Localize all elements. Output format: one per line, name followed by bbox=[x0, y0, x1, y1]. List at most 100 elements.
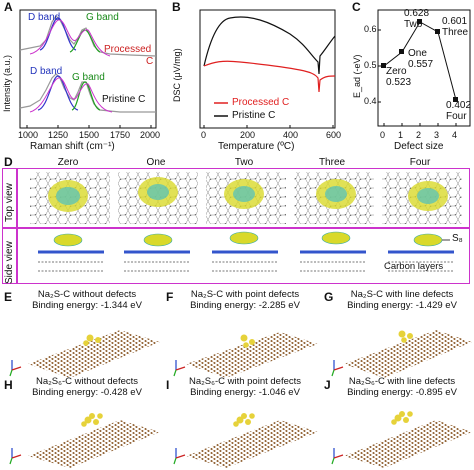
panel-e-energy: Binding energy: -1.344 eV bbox=[32, 300, 142, 311]
panel-c-xtick-1: 1 bbox=[398, 130, 404, 140]
panel-c-one-value: 0.557 bbox=[408, 59, 434, 70]
panel-g-caption: Na₂S-C with line defects Binding energy:… bbox=[330, 289, 474, 311]
panel-f-model bbox=[186, 332, 318, 378]
panel-a-xtick-4: 2000 bbox=[140, 130, 161, 140]
panel-c-three-value: 0.601 bbox=[442, 16, 468, 27]
panel-b-ylabel: DSC (μV/mg) bbox=[172, 48, 182, 102]
panel-c-one-name: One bbox=[408, 48, 427, 59]
panel-j-title: Na₂S₆-C with line defects bbox=[348, 376, 456, 387]
panel-c-point-one: One 0.557 bbox=[408, 48, 433, 70]
panel-c-four-value: 0.402 bbox=[446, 100, 472, 111]
panel-a-xtick-0: 1000 bbox=[18, 130, 39, 140]
panel-d-col-four: Four bbox=[409, 157, 431, 168]
panel-g-letter: G bbox=[324, 290, 334, 304]
panel-d-frame bbox=[2, 168, 470, 284]
panel-c-zero-name: Zero bbox=[386, 66, 407, 77]
panel-g-title: Na₂S-C with line defects bbox=[350, 289, 454, 300]
panel-h-letter: H bbox=[4, 378, 13, 392]
panel-c-xtick-4: 4 bbox=[452, 130, 458, 140]
panel-d-carbon-layers-label: Carbon layers bbox=[384, 261, 444, 272]
panel-b-legend-processed: Processed C bbox=[232, 97, 290, 108]
panel-b-dsc-plot bbox=[199, 9, 336, 129]
top-view-three bbox=[294, 172, 374, 224]
top-view-four bbox=[382, 172, 462, 224]
panel-c-xtick-3: 3 bbox=[434, 130, 440, 140]
panel-c-two-value: 0.628 bbox=[404, 8, 430, 19]
panel-c-two-name: Two bbox=[404, 19, 423, 30]
panel-a-xlabel: Raman shift (cm⁻¹) bbox=[30, 141, 115, 152]
panel-d-top-view-label: Top view bbox=[4, 183, 15, 222]
panel-d-col-zero: Zero bbox=[57, 157, 79, 168]
panel-d-s8-label: S₈ bbox=[452, 233, 463, 244]
panel-d-divider-vertical bbox=[16, 168, 18, 284]
panel-a-ylabel: Intensity (a.u.) bbox=[2, 54, 12, 112]
panels-e-j-graphene-models bbox=[9, 330, 472, 468]
panel-h-energy: Binding energy: -0.428 eV bbox=[32, 387, 142, 398]
panel-a-xtick-1: 1250 bbox=[48, 130, 69, 140]
panel-g-model bbox=[344, 330, 472, 378]
panel-c-ytick-0.4: 0.4 bbox=[364, 96, 377, 106]
panel-i-letter: I bbox=[166, 378, 170, 392]
panel-i-title: Na₂S₆-C with point defects bbox=[188, 376, 302, 387]
panel-c-point-three: 0.601 Three bbox=[442, 16, 468, 38]
panel-a-d-band-top: D band bbox=[28, 12, 61, 23]
panel-b-xtick-3: 600 bbox=[326, 130, 342, 140]
panel-c-xlabel: Defect size bbox=[394, 141, 444, 152]
panel-d-col-two: Two bbox=[234, 157, 254, 168]
panel-g-energy: Binding energy: -1.429 eV bbox=[347, 300, 457, 311]
panel-d-col-three: Three bbox=[318, 157, 346, 168]
panel-c-point-two: 0.628 Two bbox=[404, 8, 429, 30]
side-view-layers bbox=[38, 231, 454, 272]
panel-a-pristine-label: Pristine C bbox=[102, 94, 146, 105]
panel-e-title: Na₂S-C without defects bbox=[37, 289, 137, 300]
panel-i-model bbox=[186, 413, 318, 468]
panel-j-model bbox=[344, 411, 472, 468]
panel-f-energy: Binding energy: -2.285 eV bbox=[190, 300, 300, 311]
top-view-two bbox=[206, 172, 286, 224]
panel-b-xtick-2: 400 bbox=[283, 130, 299, 140]
panel-d-col-one: One bbox=[146, 157, 166, 168]
axis-triads bbox=[9, 360, 344, 465]
panel-c-ylabel: E_ad (-eV) bbox=[352, 54, 362, 98]
panel-a-xtick-2: 1500 bbox=[79, 130, 100, 140]
panel-j-energy: Binding energy: -0.895 eV bbox=[347, 387, 457, 398]
panel-h-title: Na₂S₆-C without defects bbox=[35, 376, 139, 387]
panel-i-energy: Binding energy: -1.046 eV bbox=[190, 387, 300, 398]
panel-c-four-name: Four bbox=[446, 111, 467, 122]
panel-h-caption: Na₂S₆-C without defects Binding energy: … bbox=[12, 376, 162, 398]
top-view-zero bbox=[30, 172, 110, 224]
panel-e-model bbox=[28, 330, 160, 378]
panel-c-xtick-2: 2 bbox=[416, 130, 422, 140]
panel-c-ytick-0.6: 0.6 bbox=[364, 24, 377, 34]
panel-c-ytick-0.5: 0.5 bbox=[364, 60, 377, 70]
panel-c-point-four: 0.402 Four bbox=[446, 100, 471, 122]
panel-e-caption: Na₂S-C without defects Binding energy: -… bbox=[14, 289, 160, 311]
panel-a-processed-label: Processed bbox=[104, 44, 152, 55]
panel-c-letter: C bbox=[352, 0, 361, 14]
panel-b-legend-pristine: Pristine C bbox=[232, 110, 276, 121]
panel-i-caption: Na₂S₆-C with point defects Binding energ… bbox=[172, 376, 318, 398]
panel-a-g-band-top: G band bbox=[86, 12, 119, 23]
panel-h-model bbox=[28, 413, 160, 468]
panel-a-processed-label-2: C bbox=[146, 56, 154, 67]
top-view-one bbox=[118, 172, 198, 224]
panel-b-xtick-0: 0 bbox=[201, 130, 207, 140]
panel-c-xtick-0: 0 bbox=[380, 130, 386, 140]
panel-a-letter: A bbox=[4, 0, 13, 14]
panel-a-raman-plot bbox=[19, 9, 157, 129]
panel-c-energy-plot bbox=[377, 9, 471, 127]
panel-j-caption: Na₂S₆-C with line defects Binding energy… bbox=[330, 376, 474, 398]
panel-e-letter: E bbox=[4, 290, 13, 304]
panel-a-xtick-3: 1750 bbox=[110, 130, 131, 140]
panel-d-divider-horizontal bbox=[2, 227, 470, 229]
panel-d-side-view-label: Side view bbox=[4, 241, 15, 284]
panel-f-letter: F bbox=[166, 290, 174, 304]
panel-c-three-name: Three bbox=[442, 27, 469, 38]
panel-c-point-zero: Zero 0.523 bbox=[386, 66, 411, 88]
panel-b-xtick-1: 200 bbox=[240, 130, 256, 140]
panel-b-letter: B bbox=[172, 0, 181, 14]
panel-a-g-band-bottom: G band bbox=[72, 72, 105, 83]
panel-d-letter: D bbox=[4, 155, 13, 169]
panel-d-structures bbox=[30, 172, 462, 272]
panel-c-zero-value: 0.523 bbox=[386, 77, 412, 88]
